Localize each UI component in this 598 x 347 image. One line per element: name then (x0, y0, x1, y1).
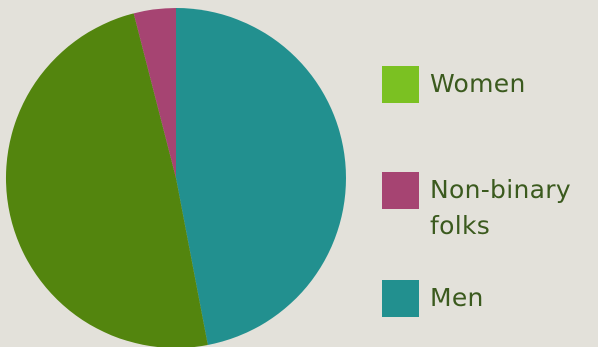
legend-swatch-women (382, 66, 419, 103)
pie-slice-women (5, 13, 208, 347)
legend-label-non-binary-line2: folks (430, 211, 491, 240)
pie-slice-men (176, 8, 347, 345)
pie-slice-non-binary-folks (133, 8, 176, 178)
legend-label-men: Men (430, 283, 484, 312)
legend-item-non-binary: Non-binary folks (382, 172, 571, 244)
legend-swatch-men (382, 280, 419, 317)
legend-item-men: Men (382, 280, 484, 317)
legend-swatch-non-binary (382, 172, 419, 209)
chart-legend: Women Non-binary folks Men (382, 0, 598, 347)
legend-label-non-binary-line1: Non-binary (430, 175, 571, 204)
legend-label-women: Women (430, 69, 526, 98)
legend-item-women: Women (382, 66, 526, 103)
legend-label-non-binary: Non-binary folks (430, 172, 571, 244)
